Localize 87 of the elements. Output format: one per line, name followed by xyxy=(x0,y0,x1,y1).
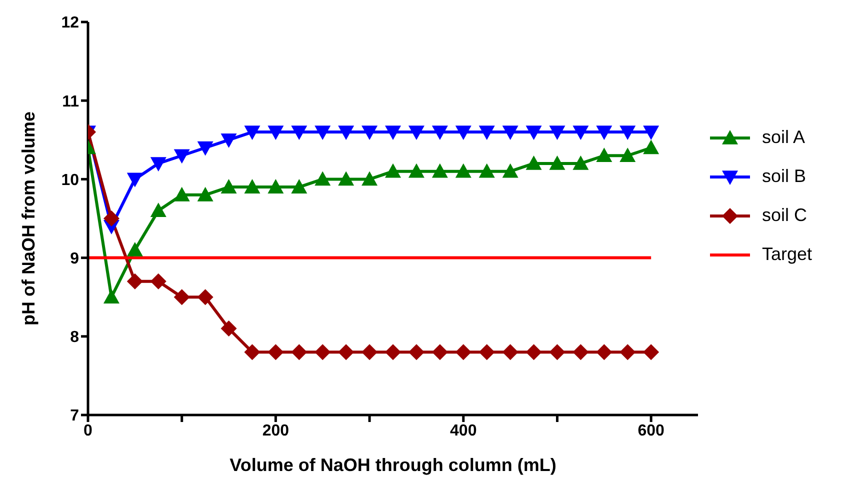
point xyxy=(526,155,542,170)
y-tick-label: 8 xyxy=(70,329,80,346)
point xyxy=(526,126,542,140)
y-tick-label: 10 xyxy=(61,172,80,189)
point xyxy=(643,140,660,154)
point xyxy=(385,163,401,178)
x-tick-label: 200 xyxy=(262,422,290,440)
point xyxy=(549,155,566,170)
x-tick-label: 600 xyxy=(638,422,665,440)
point xyxy=(643,344,660,360)
point xyxy=(620,126,636,140)
point xyxy=(268,344,284,360)
point xyxy=(478,163,495,178)
point xyxy=(478,344,495,360)
point xyxy=(408,126,424,140)
point xyxy=(150,157,166,172)
point xyxy=(338,126,354,140)
point xyxy=(362,126,378,140)
point xyxy=(291,344,308,360)
point xyxy=(455,163,472,178)
point xyxy=(291,126,308,140)
point xyxy=(572,344,589,360)
point xyxy=(596,344,612,360)
point xyxy=(620,344,636,360)
legend-label: Target xyxy=(762,244,812,265)
point xyxy=(549,344,566,360)
point xyxy=(478,126,495,140)
point xyxy=(268,126,284,140)
y-axis-title: pH of NaOH from volume xyxy=(18,111,38,326)
point xyxy=(126,172,143,188)
point xyxy=(174,149,190,164)
point xyxy=(385,126,401,140)
point xyxy=(596,126,612,140)
point xyxy=(338,344,354,360)
x-axis-title: Volume of NaOH through column (mL) xyxy=(230,455,556,475)
point xyxy=(502,126,518,140)
point xyxy=(174,289,190,306)
point xyxy=(596,148,612,162)
point xyxy=(362,344,378,360)
point xyxy=(174,186,190,202)
legend-label: soil B xyxy=(762,166,806,187)
point xyxy=(150,273,166,290)
point xyxy=(643,126,660,140)
point xyxy=(432,126,448,140)
point xyxy=(314,126,331,140)
legend-label: soil A xyxy=(762,127,806,148)
point xyxy=(502,344,518,360)
point xyxy=(126,273,143,290)
point xyxy=(314,344,331,360)
point xyxy=(244,179,260,194)
point xyxy=(244,126,260,140)
point xyxy=(432,344,448,360)
x-tick-label: 400 xyxy=(450,422,477,440)
point xyxy=(197,289,214,306)
point xyxy=(197,141,214,156)
point xyxy=(408,344,424,360)
point xyxy=(502,163,518,178)
point xyxy=(385,344,401,360)
point xyxy=(220,320,237,337)
point xyxy=(126,242,143,256)
point xyxy=(455,126,472,140)
point xyxy=(362,171,378,186)
point xyxy=(291,179,308,194)
legend-label: soil C xyxy=(762,205,808,226)
y-tick-label: 11 xyxy=(62,93,80,110)
point xyxy=(432,163,448,178)
y-tick-label: 12 xyxy=(61,14,80,32)
y-tick-label: 7 xyxy=(70,408,80,425)
y-tick-label: 9 xyxy=(70,250,80,268)
point xyxy=(268,179,284,194)
point xyxy=(526,344,542,360)
point xyxy=(572,155,589,170)
point xyxy=(408,163,424,178)
x-tick-label: 0 xyxy=(84,422,93,440)
point xyxy=(197,186,214,202)
point xyxy=(220,134,237,148)
point xyxy=(103,210,120,226)
point xyxy=(150,202,166,218)
point xyxy=(338,171,354,186)
point xyxy=(549,126,566,140)
point xyxy=(220,179,237,194)
point xyxy=(244,344,260,360)
point xyxy=(103,289,120,304)
point xyxy=(572,126,589,140)
point xyxy=(620,148,636,162)
point xyxy=(314,171,331,186)
point xyxy=(455,344,472,360)
